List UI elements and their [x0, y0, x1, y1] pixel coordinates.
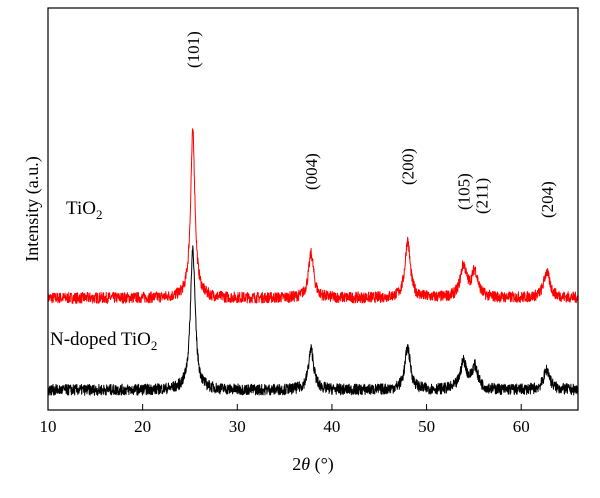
series-line-1: [47, 245, 579, 396]
peak-label: (211): [472, 178, 491, 214]
plot-frame: [47, 7, 579, 411]
x-tick-label: 40: [323, 417, 340, 436]
x-tick-label: 60: [513, 417, 530, 436]
peak-label: (200): [399, 148, 418, 185]
y-axis-title: Intensity (a.u.): [22, 156, 43, 261]
annotation-layer: (101) (004) (200) (105)(211) (204): [184, 31, 557, 218]
x-tick-label: 20: [134, 417, 151, 436]
series-label-tio2: TiO2: [66, 198, 102, 222]
peak-label: (204): [538, 181, 557, 218]
peak-label: (101): [184, 31, 203, 68]
x-tick-label: 30: [229, 417, 246, 436]
tick-layer: 10 20 30 40 50 60: [40, 404, 530, 436]
x-axis-title: 2θ (°): [292, 454, 334, 475]
x-tick-label: 50: [418, 417, 435, 436]
x-tick-label: 10: [40, 417, 57, 436]
peak-label: (105): [454, 173, 473, 210]
series-line-0: [47, 128, 579, 304]
series-label-n-doped-tio2: N-doped TiO2: [50, 329, 157, 353]
series-layer: [47, 128, 579, 396]
peak-label: (004): [302, 153, 321, 190]
